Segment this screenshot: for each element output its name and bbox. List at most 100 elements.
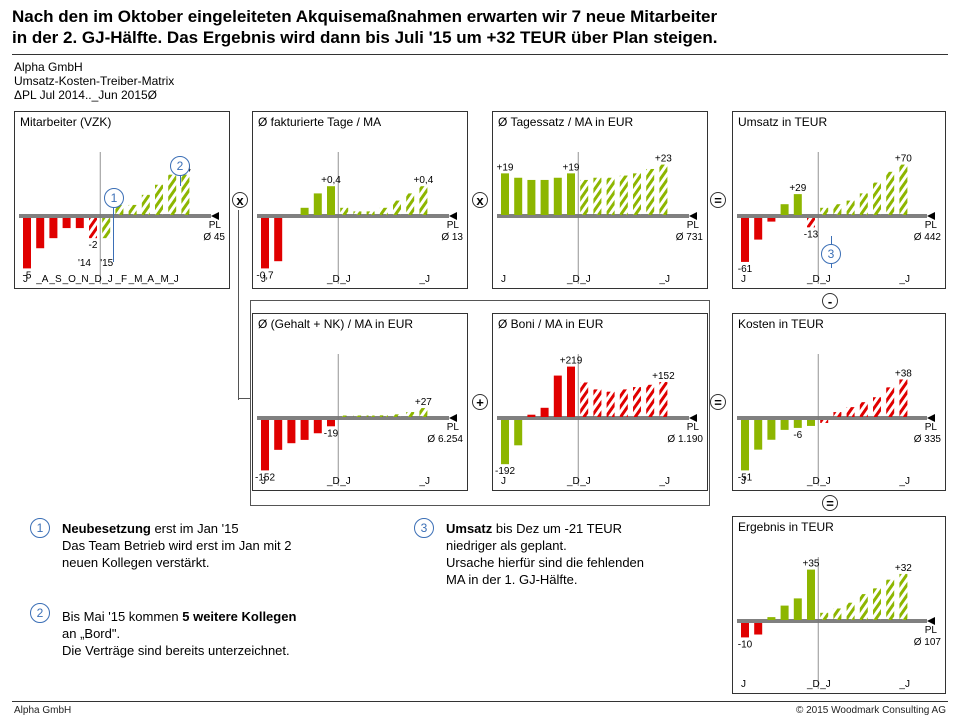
bar bbox=[75, 218, 84, 229]
meta-block: Alpha GmbH Umsatz-Kosten-Treiber-Matrix … bbox=[14, 60, 174, 102]
bar-value-label: -5 bbox=[23, 270, 32, 281]
pl-label: PL bbox=[925, 220, 938, 231]
bar-value-label: +29 bbox=[789, 183, 806, 194]
axis-tick-label: J bbox=[501, 476, 506, 487]
footer-rule bbox=[12, 701, 948, 702]
bar bbox=[754, 420, 763, 450]
panel-ergebnis: Ergebnis in TEUR -10 +35 +32 PL Ø 107 J _D _J _J bbox=[732, 516, 946, 694]
avg-label: Ø 731 bbox=[676, 232, 704, 243]
bar bbox=[846, 602, 855, 620]
note-3: Umsatz bis Dez um -21 TEUR niedriger als… bbox=[446, 520, 644, 588]
marker-1-chart: 1 bbox=[104, 188, 124, 208]
bar bbox=[366, 211, 375, 215]
axis-tick-label: _F bbox=[114, 274, 127, 285]
bar bbox=[593, 389, 602, 417]
axis-tick-label: J bbox=[741, 679, 746, 690]
bar bbox=[833, 608, 842, 620]
header-rule bbox=[12, 54, 948, 55]
bar bbox=[379, 207, 388, 215]
note-1-line-3: neuen Kollegen verstärkt. bbox=[62, 555, 210, 570]
axis-tick-label: _J bbox=[339, 274, 351, 285]
bar bbox=[886, 579, 895, 620]
bar bbox=[833, 412, 842, 417]
bar-value-label: -152 bbox=[255, 472, 275, 483]
marker-2-note: 2 bbox=[30, 603, 50, 623]
bar bbox=[899, 164, 908, 215]
bar bbox=[633, 173, 641, 215]
axis-tick-label: J bbox=[23, 274, 28, 285]
bar bbox=[527, 414, 536, 417]
bar bbox=[846, 407, 855, 417]
avg-label: Ø 1.190 bbox=[667, 434, 703, 445]
marker-2-chart: 2 bbox=[170, 156, 190, 176]
bar bbox=[741, 623, 749, 638]
plus-operator: + bbox=[472, 394, 488, 410]
avg-label: Ø 442 bbox=[914, 232, 942, 243]
bar bbox=[793, 420, 802, 428]
panel-title: Mitarbeiter (VZK) bbox=[20, 115, 112, 129]
axis-tick-label: _J bbox=[579, 476, 591, 487]
axis-tick-label: _M bbox=[154, 274, 169, 285]
note-3-line-3: Ursache hierfür sind die fehlenden bbox=[446, 555, 645, 570]
note-3-line-4: MA in der 1. GJ-Hälfte. bbox=[446, 572, 578, 587]
panel-title: Ø Boni / MA in EUR bbox=[498, 317, 604, 331]
bar bbox=[23, 218, 31, 269]
marker-1-line bbox=[113, 206, 114, 262]
bar bbox=[527, 179, 536, 215]
bar bbox=[261, 218, 269, 269]
bar bbox=[36, 218, 45, 249]
bar bbox=[793, 194, 802, 215]
panel-kosten: Kosten in TEUR -51 -6 +38 PL Ø 335 J _D _J _J bbox=[732, 313, 946, 491]
bar bbox=[793, 598, 802, 620]
note-2-line-3: Die Verträge sind bereits unterzeichnet. bbox=[62, 643, 290, 658]
bar bbox=[168, 174, 177, 215]
note-1-bold: Neubesetzung bbox=[62, 521, 151, 536]
bar-value-label: +0,4 bbox=[414, 175, 434, 186]
axis-tick-label: _J bbox=[819, 679, 831, 690]
avg-label: Ø 107 bbox=[914, 637, 942, 648]
bar-value-label: -192 bbox=[495, 466, 515, 477]
bar-value-label: -61 bbox=[738, 264, 753, 275]
marker-3-note: 3 bbox=[414, 518, 434, 538]
note-1-line-2: Das Team Betrieb wird erst im Jan mit 2 bbox=[62, 538, 292, 553]
pl-label: PL bbox=[687, 220, 700, 231]
note-3-rest: bis Dez um -21 TEUR bbox=[492, 521, 623, 536]
bar bbox=[300, 207, 309, 215]
bar-value-label: -6 bbox=[793, 430, 802, 441]
bar bbox=[353, 211, 362, 215]
axis-tick-label: _J bbox=[898, 274, 910, 285]
pl-arrow-icon bbox=[927, 212, 935, 220]
axis-tick-label: J bbox=[261, 476, 266, 487]
year-label: '15 bbox=[100, 258, 113, 269]
pl-arrow-icon bbox=[927, 414, 935, 422]
bar bbox=[780, 420, 789, 430]
bar bbox=[353, 415, 362, 417]
panel-tage: Ø fakturierte Tage / MA -0,7 +0,4 +0,4 PL Ø … bbox=[252, 111, 468, 289]
bar bbox=[128, 204, 137, 215]
bar bbox=[419, 186, 428, 215]
axis-tick-label: _S bbox=[48, 274, 62, 285]
axis-tick-label: _J bbox=[101, 274, 113, 285]
bar bbox=[274, 218, 283, 262]
bar bbox=[659, 382, 668, 417]
marker-1-note: 1 bbox=[30, 518, 50, 538]
bar-value-label: +32 bbox=[895, 563, 912, 574]
note-3-bold: Umsatz bbox=[446, 521, 493, 536]
pl-label: PL bbox=[925, 422, 938, 433]
pl-arrow-icon bbox=[449, 212, 457, 220]
bar bbox=[846, 200, 855, 215]
marker-2-line bbox=[180, 172, 181, 186]
bar bbox=[49, 218, 58, 239]
bar bbox=[261, 420, 269, 471]
bar bbox=[540, 179, 549, 215]
bar bbox=[754, 218, 763, 240]
bar bbox=[514, 177, 523, 215]
bar bbox=[141, 194, 150, 215]
bar-value-label: +27 bbox=[415, 397, 432, 408]
